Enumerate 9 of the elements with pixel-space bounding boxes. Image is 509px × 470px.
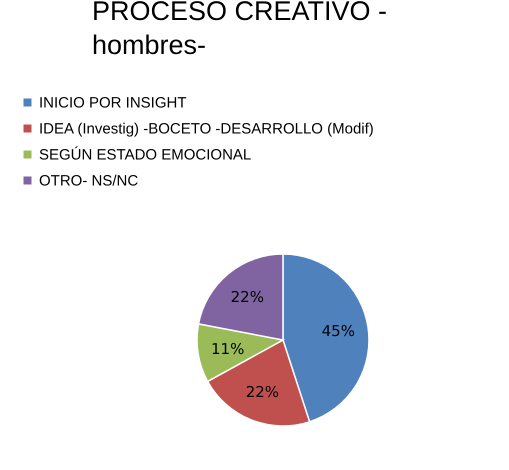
legend-label: INICIO POR INSIGHT [39, 94, 187, 112]
data-label: 45% [322, 322, 355, 340]
legend-label: OTRO- NS/NC [39, 172, 138, 190]
data-label: 22% [230, 288, 264, 306]
data-label: 22% [246, 383, 280, 402]
legend-label: IDEA (Investig) -BOCETO -DESARROLLO (Modif) [39, 120, 374, 138]
legend-label: SEGÚN ESTADO EMOCIONAL [39, 146, 252, 164]
chart-title: PROCESO CREATIVO - hombres- [92, 0, 388, 60]
data-label: 11% [211, 340, 244, 358]
